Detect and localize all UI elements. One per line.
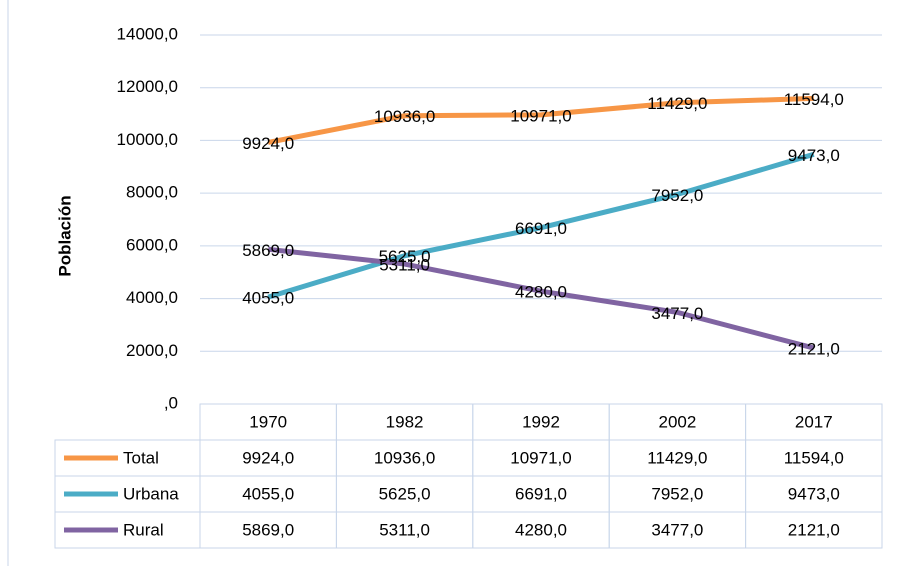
table-value: 4055,0	[242, 484, 294, 503]
y-tick-label: 4000,0	[126, 288, 178, 307]
series-line	[267, 151, 815, 300]
data-label: 9924,0	[242, 134, 294, 153]
y-tick-label: 10000,0	[117, 130, 178, 149]
table-value: 10936,0	[374, 448, 435, 467]
data-label: 10971,0	[510, 106, 571, 125]
table-value: 5311,0	[379, 520, 430, 539]
data-label: 11594,0	[784, 90, 844, 109]
y-axis-label: Población	[55, 195, 74, 276]
y-tick-label: 6000,0	[126, 235, 178, 254]
table-value: 11429,0	[647, 448, 707, 467]
y-tick-label: 14000,0	[117, 24, 178, 43]
y-tick-label: 8000,0	[126, 183, 178, 202]
data-label: 4280,0	[515, 283, 567, 302]
legend-label: Total	[123, 448, 159, 467]
data-label: 7952,0	[651, 186, 703, 205]
x-tick-label: 2002	[658, 412, 696, 431]
series-line	[267, 95, 814, 145]
series-line	[267, 246, 815, 351]
data-label: 5869,0	[242, 241, 294, 260]
legend-label: Rural	[123, 520, 164, 539]
data-label: 2121,0	[788, 340, 840, 359]
table-value: 3477,0	[651, 520, 703, 539]
y-tick-label: 12000,0	[117, 77, 178, 96]
table-value: 7952,0	[651, 484, 703, 503]
table-value: 6691,0	[515, 484, 567, 503]
legend-label: Urbana	[123, 484, 179, 503]
table-value: 9473,0	[788, 484, 840, 503]
x-tick-label: 1992	[522, 412, 560, 431]
table-value: 5869,0	[242, 520, 294, 539]
table-value: 11594,0	[784, 448, 844, 467]
x-tick-label: 1970	[249, 412, 287, 431]
data-label: 11429,0	[647, 94, 707, 113]
x-tick-label: 2017	[795, 412, 833, 431]
x-tick-label: 1982	[386, 412, 424, 431]
table-value: 2121,0	[788, 520, 840, 539]
data-label: 9473,0	[788, 146, 840, 165]
y-tick-label: 2000,0	[126, 341, 178, 360]
table-value: 5625,0	[379, 484, 431, 503]
table-cell	[745, 511, 883, 549]
data-label: 5625,0	[379, 247, 431, 266]
data-label: 6691,0	[515, 219, 567, 238]
table-value: 4280,0	[515, 520, 567, 539]
data-label: 3477,0	[651, 304, 703, 323]
table-value: 9924,0	[242, 448, 294, 467]
y-tick-label: ,0	[164, 393, 178, 412]
table-value: 10971,0	[510, 448, 571, 467]
data-label: 4055,0	[242, 289, 294, 308]
data-label: 5311,0	[379, 256, 430, 275]
data-label: 10936,0	[374, 107, 435, 126]
